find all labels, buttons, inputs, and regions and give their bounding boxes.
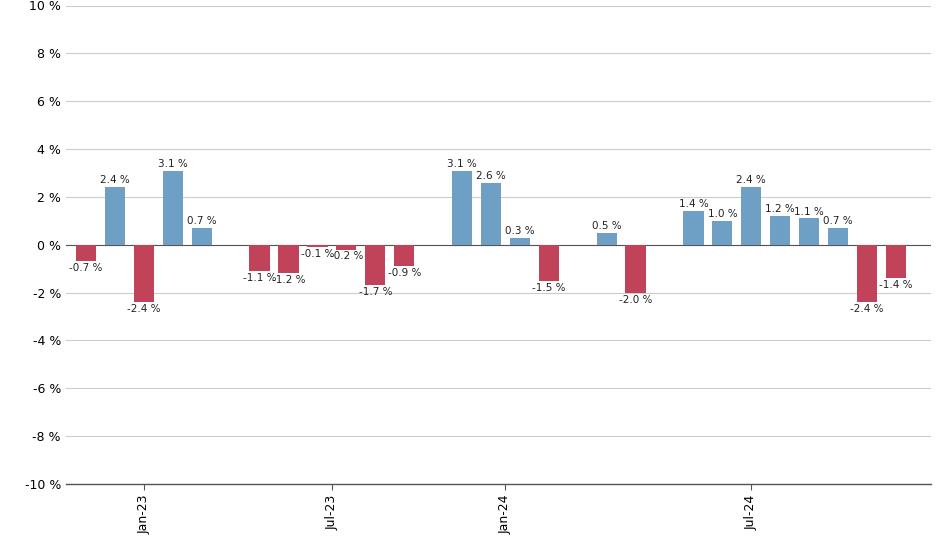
Bar	[741, 188, 761, 245]
Text: 0.7 %: 0.7 %	[823, 216, 853, 226]
Text: -0.7 %: -0.7 %	[70, 263, 102, 273]
Text: 3.1 %: 3.1 %	[447, 158, 477, 169]
Text: -1.4 %: -1.4 %	[879, 280, 913, 290]
Text: 2.6 %: 2.6 %	[476, 170, 506, 180]
Bar	[857, 245, 877, 302]
Bar	[828, 228, 848, 245]
Bar	[509, 238, 530, 245]
Text: -2.0 %: -2.0 %	[619, 294, 652, 305]
Bar	[337, 245, 356, 250]
Bar	[539, 245, 559, 280]
Bar	[770, 216, 791, 245]
Text: -2.4 %: -2.4 %	[127, 304, 161, 314]
Text: -2.4 %: -2.4 %	[850, 304, 884, 314]
Bar	[192, 228, 212, 245]
Text: 2.4 %: 2.4 %	[736, 175, 766, 185]
Bar	[452, 170, 472, 245]
Text: 3.1 %: 3.1 %	[158, 158, 188, 169]
Text: 2.4 %: 2.4 %	[100, 175, 130, 185]
Text: -1.7 %: -1.7 %	[358, 287, 392, 298]
Text: 1.4 %: 1.4 %	[679, 199, 709, 210]
Bar	[683, 211, 703, 245]
Text: -0.9 %: -0.9 %	[387, 268, 421, 278]
Text: 1.2 %: 1.2 %	[765, 204, 795, 214]
Text: -0.1 %: -0.1 %	[301, 249, 334, 259]
Text: 0.3 %: 0.3 %	[505, 226, 535, 235]
Bar	[249, 245, 270, 271]
Bar	[278, 245, 299, 273]
Text: 0.5 %: 0.5 %	[592, 221, 621, 231]
Bar	[76, 245, 96, 261]
Bar	[394, 245, 415, 266]
Text: 1.1 %: 1.1 %	[794, 206, 824, 217]
Text: 0.7 %: 0.7 %	[187, 216, 216, 226]
Text: -0.2 %: -0.2 %	[330, 251, 363, 261]
Text: -1.5 %: -1.5 %	[532, 283, 566, 293]
Bar	[133, 245, 154, 302]
Bar	[885, 245, 906, 278]
Bar	[307, 245, 327, 247]
Text: 1.0 %: 1.0 %	[708, 209, 737, 219]
Bar	[105, 188, 125, 245]
Text: -1.1 %: -1.1 %	[243, 273, 276, 283]
Bar	[713, 221, 732, 245]
Bar	[163, 170, 183, 245]
Bar	[625, 245, 646, 293]
Bar	[481, 183, 501, 245]
Bar	[365, 245, 385, 285]
Bar	[799, 218, 820, 245]
Bar	[597, 233, 617, 245]
Text: -1.2 %: -1.2 %	[272, 276, 306, 285]
